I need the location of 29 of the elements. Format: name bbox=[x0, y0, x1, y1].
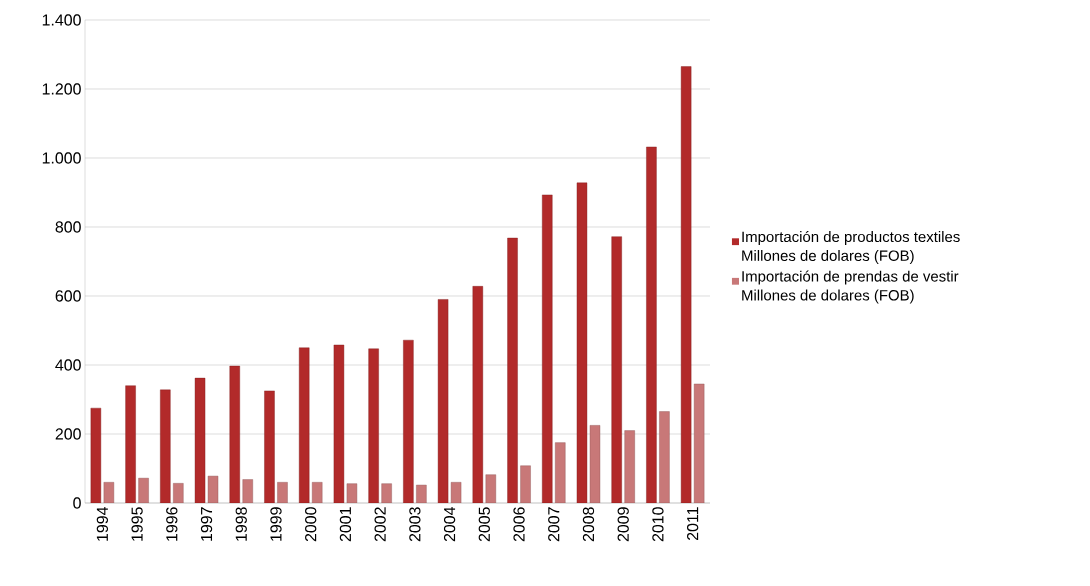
legend-label: Importación de productos textiles Millones de dolares (FOB) bbox=[742, 230, 960, 264]
x-tick-label: 2011 bbox=[687, 507, 699, 540]
y-tick-label: 200 bbox=[55, 428, 81, 440]
x-tick-label: 2004 bbox=[443, 507, 456, 542]
x-tick-label: 2001 bbox=[339, 507, 352, 542]
x-tick-label: 2000 bbox=[305, 507, 317, 542]
y-tick-label: 600 bbox=[55, 290, 81, 302]
x-tick-label: 2003 bbox=[409, 507, 421, 542]
x-tick-label: 2007 bbox=[548, 507, 560, 542]
y-tick-label: 1.200 bbox=[42, 83, 81, 95]
x-tick-label: 1996 bbox=[166, 507, 178, 541]
y-tick-label: 0 bbox=[73, 497, 81, 509]
y-tick-label: 800 bbox=[55, 221, 81, 233]
y-tick-label: 1.000 bbox=[42, 152, 81, 164]
y-tick-label: 1.400 bbox=[42, 14, 81, 26]
x-tick-label: 1997 bbox=[200, 507, 213, 541]
x-tick-label: 1995 bbox=[131, 507, 143, 541]
y-tick-label: 400 bbox=[55, 359, 81, 371]
x-tick-label: 1998 bbox=[235, 507, 247, 541]
x-tick-label: 1994 bbox=[96, 507, 109, 541]
bar bbox=[611, 236, 622, 503]
x-tick-label: 1999 bbox=[270, 507, 282, 541]
x-tick-label: 2010 bbox=[652, 507, 664, 542]
x-tick-label: 2002 bbox=[374, 507, 386, 542]
legend-label: Importación de prendas de vestir Millones de dolares (FOB) bbox=[742, 270, 959, 304]
x-tick-label: 2008 bbox=[582, 507, 595, 542]
x-tick-label: 2006 bbox=[513, 507, 525, 542]
x-tick-label: 2005 bbox=[478, 507, 490, 542]
x-tick-label: 2009 bbox=[617, 507, 629, 542]
